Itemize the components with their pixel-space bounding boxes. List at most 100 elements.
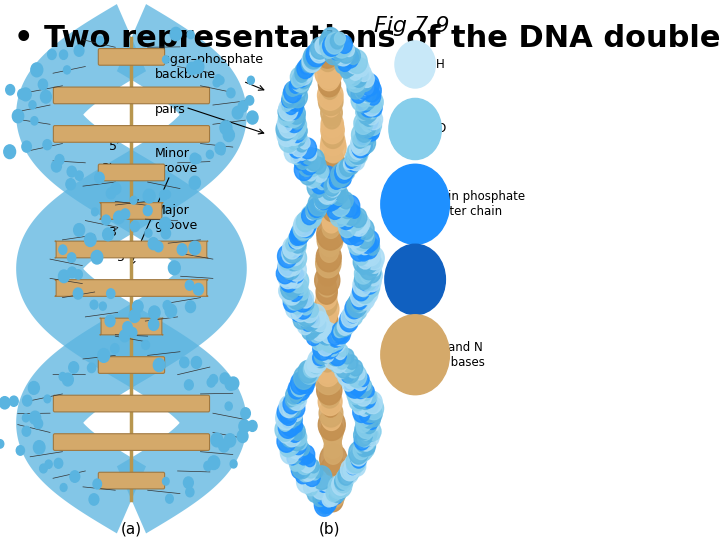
Circle shape <box>364 115 382 136</box>
FancyBboxPatch shape <box>53 126 210 142</box>
Circle shape <box>321 111 343 137</box>
Circle shape <box>73 288 83 299</box>
Circle shape <box>328 481 346 502</box>
Circle shape <box>285 406 297 420</box>
Circle shape <box>283 394 300 414</box>
Circle shape <box>291 418 302 433</box>
Circle shape <box>323 190 334 202</box>
Circle shape <box>343 64 362 86</box>
Circle shape <box>362 121 379 141</box>
Circle shape <box>293 227 302 239</box>
Circle shape <box>295 67 308 82</box>
Circle shape <box>239 420 250 433</box>
Circle shape <box>369 246 379 258</box>
Circle shape <box>332 328 343 341</box>
Circle shape <box>365 109 382 130</box>
Circle shape <box>292 136 301 147</box>
Circle shape <box>284 253 294 266</box>
Circle shape <box>303 207 321 228</box>
Circle shape <box>359 394 372 409</box>
Circle shape <box>281 123 298 143</box>
Circle shape <box>347 460 361 477</box>
Circle shape <box>356 122 369 137</box>
Circle shape <box>322 491 336 507</box>
Circle shape <box>88 363 96 373</box>
Circle shape <box>292 428 307 446</box>
Circle shape <box>315 56 342 88</box>
Circle shape <box>361 230 379 251</box>
Circle shape <box>354 441 369 460</box>
Circle shape <box>294 387 305 400</box>
Circle shape <box>279 129 299 152</box>
Circle shape <box>362 267 375 282</box>
Circle shape <box>365 409 378 424</box>
Circle shape <box>303 46 323 69</box>
Circle shape <box>364 114 378 130</box>
Circle shape <box>68 267 76 278</box>
Circle shape <box>355 441 366 453</box>
Circle shape <box>184 380 193 390</box>
Circle shape <box>318 165 329 178</box>
Circle shape <box>359 106 374 124</box>
Circle shape <box>352 63 364 77</box>
Circle shape <box>308 193 328 216</box>
Circle shape <box>318 181 337 204</box>
Circle shape <box>346 355 358 369</box>
Circle shape <box>63 373 73 386</box>
Circle shape <box>301 62 314 77</box>
Circle shape <box>300 65 313 81</box>
Circle shape <box>307 49 323 68</box>
Circle shape <box>279 98 298 120</box>
Circle shape <box>327 183 341 200</box>
Circle shape <box>51 160 61 172</box>
Circle shape <box>318 350 328 362</box>
Circle shape <box>315 174 328 190</box>
Circle shape <box>107 289 115 299</box>
Circle shape <box>316 495 333 514</box>
Circle shape <box>364 384 374 397</box>
Circle shape <box>315 302 337 327</box>
Circle shape <box>335 365 346 379</box>
Circle shape <box>308 165 318 177</box>
Circle shape <box>317 375 342 405</box>
Circle shape <box>304 60 316 75</box>
Circle shape <box>279 116 298 138</box>
Circle shape <box>356 140 370 157</box>
Circle shape <box>320 342 335 359</box>
Circle shape <box>324 437 342 458</box>
Circle shape <box>328 476 348 498</box>
Circle shape <box>364 102 379 119</box>
Circle shape <box>310 327 323 343</box>
Circle shape <box>290 388 303 403</box>
Circle shape <box>359 448 370 461</box>
Circle shape <box>278 265 298 289</box>
Circle shape <box>22 141 32 152</box>
Circle shape <box>321 80 338 99</box>
Text: Sugar–phosphate
backbone: Sugar–phosphate backbone <box>155 53 264 90</box>
Circle shape <box>282 100 291 111</box>
Circle shape <box>280 106 296 124</box>
Circle shape <box>363 271 381 292</box>
Circle shape <box>338 215 349 228</box>
Circle shape <box>336 361 351 378</box>
Circle shape <box>295 225 305 237</box>
Circle shape <box>107 188 116 199</box>
Circle shape <box>91 251 103 264</box>
Circle shape <box>151 307 158 315</box>
Circle shape <box>312 337 333 360</box>
Circle shape <box>353 58 369 77</box>
Circle shape <box>297 59 314 79</box>
Circle shape <box>348 142 367 164</box>
Circle shape <box>312 196 327 214</box>
Text: 5′: 5′ <box>117 251 127 264</box>
Circle shape <box>336 160 353 179</box>
Circle shape <box>345 307 357 321</box>
Circle shape <box>351 460 360 471</box>
Circle shape <box>324 345 336 359</box>
Circle shape <box>356 416 376 438</box>
Circle shape <box>332 337 345 353</box>
Circle shape <box>299 299 313 315</box>
Circle shape <box>180 357 189 368</box>
Circle shape <box>289 417 298 428</box>
Circle shape <box>351 89 370 111</box>
